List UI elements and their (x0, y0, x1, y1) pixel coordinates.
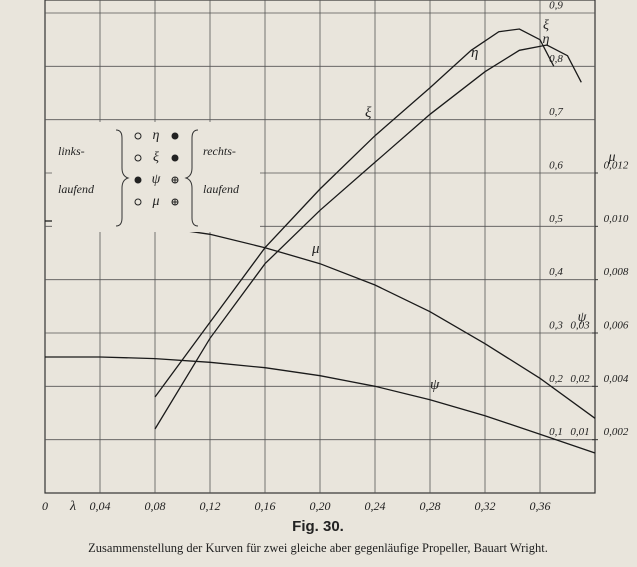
y-axis-label: ξ (543, 18, 549, 33)
y2-tick-label: 0,008 (604, 266, 629, 278)
curve-label: ξ (365, 105, 372, 121)
y-axis-label: η (543, 32, 550, 47)
curve (154, 44, 582, 430)
legend-marker (134, 176, 142, 184)
y-tick-label: 0,9 (549, 0, 563, 12)
x-tick-label: 0,04 (90, 499, 111, 513)
legend-label: ψ (152, 172, 161, 187)
curve-label: η (471, 45, 478, 61)
legend-label: μ (151, 194, 159, 209)
legend-marker (134, 154, 142, 162)
x-tick-label: 0,12 (200, 499, 221, 513)
y-tick-label: 0,3 (549, 320, 563, 332)
y2-axis-label: μ (607, 150, 615, 165)
y-tick-label: 0,7 (549, 106, 563, 118)
caption: Zusammenstellung der Kurven für zwei gle… (88, 541, 548, 555)
curve (45, 356, 596, 454)
x-tick-label: 0,32 (475, 499, 496, 513)
y2-tick-label: 0,002 (604, 426, 629, 438)
legend-marker (171, 132, 179, 140)
legend-marker-cross (172, 199, 178, 205)
legend-marker (134, 198, 142, 206)
y2-tick-label: 0,006 (604, 320, 629, 332)
legend-side-label: links- (58, 144, 85, 158)
legend-marker (134, 132, 142, 140)
x-axis-label: λ (69, 499, 76, 514)
y3-axis-label: ψ (578, 310, 587, 325)
y3-tick-label: 0,01 (570, 426, 589, 438)
x-tick-label: 0,16 (255, 499, 276, 513)
y2-tick-label: 0,012 (604, 160, 629, 172)
figure-title: Fig. 30. (292, 518, 344, 535)
legend-marker-cross (172, 177, 178, 183)
legend-marker (171, 154, 179, 162)
y2-tick-label: 0,010 (604, 213, 629, 225)
y-tick-label: 0,8 (549, 53, 563, 65)
curve-label: μ (311, 241, 320, 257)
y-tick-label: 0,4 (549, 266, 563, 278)
y-tick-label: 0,5 (549, 213, 563, 225)
x-tick-label: 0 (42, 499, 48, 513)
legend-side-label: rechts- (203, 144, 236, 158)
y2-tick-label: 0,004 (604, 373, 629, 385)
legend-label: η (153, 128, 160, 143)
y3-tick-label: 0,03 (570, 320, 590, 332)
y-tick-label: 0,2 (549, 373, 563, 385)
legend-brace (115, 129, 130, 227)
y-tick-label: 0,6 (549, 160, 563, 172)
curve (154, 28, 555, 398)
x-tick-label: 0,08 (145, 499, 166, 513)
y-tick-label: 0,1 (549, 426, 563, 438)
x-tick-label: 0,24 (365, 499, 386, 513)
legend-brace (184, 129, 199, 227)
curve-label: ψ (430, 377, 440, 393)
legend-label: ξ (153, 150, 159, 165)
legend-side-label: laufend (203, 182, 240, 196)
x-tick-label: 0,28 (420, 499, 441, 513)
y3-tick-label: 0,02 (570, 373, 590, 385)
legend-side-label: laufend (58, 182, 95, 196)
x-tick-label: 0,20 (310, 499, 331, 513)
legend-background (52, 122, 260, 232)
x-tick-label: 0,36 (530, 499, 551, 513)
